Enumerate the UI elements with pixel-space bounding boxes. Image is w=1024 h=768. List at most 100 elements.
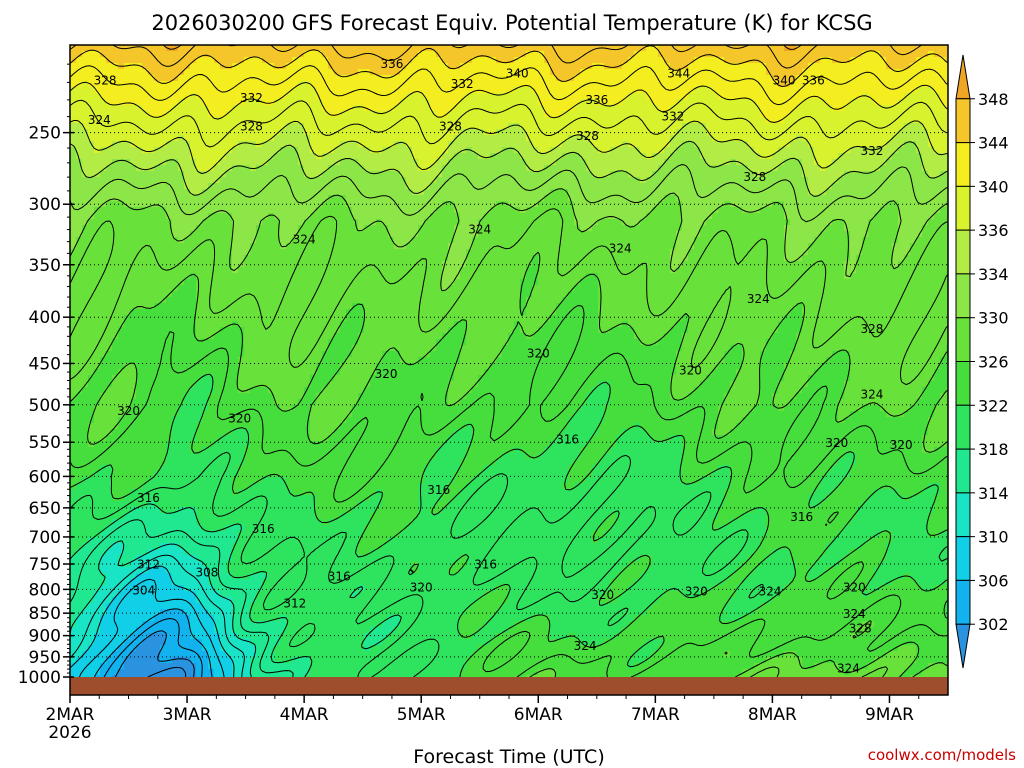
color-cell	[790, 99, 797, 106]
color-cell	[346, 69, 353, 76]
color-cell	[322, 81, 329, 88]
color-cell	[442, 177, 449, 184]
color-cell	[100, 243, 107, 250]
color-cell	[100, 219, 107, 226]
color-cell	[574, 165, 581, 172]
color-cell	[424, 111, 431, 118]
color-cell	[316, 87, 323, 94]
color-cell	[430, 147, 437, 154]
color-cell	[682, 213, 689, 220]
color-cell	[874, 87, 881, 94]
color-cell	[544, 183, 551, 190]
color-cell	[106, 165, 113, 172]
color-cell	[292, 177, 299, 184]
color-cell	[124, 135, 131, 142]
color-cell	[622, 207, 629, 214]
color-cell	[244, 135, 251, 142]
color-cell	[322, 153, 329, 160]
chart-title: 2026030200 GFS Forecast Equiv. Potential…	[151, 11, 872, 35]
color-cell	[892, 129, 899, 136]
color-cell	[928, 147, 935, 154]
color-cell	[214, 57, 221, 64]
color-cell	[334, 207, 341, 214]
color-cell	[538, 111, 545, 118]
color-cell	[244, 237, 251, 244]
color-cell	[376, 177, 383, 184]
color-cell	[610, 195, 617, 202]
color-cell	[442, 225, 449, 232]
color-cell	[322, 69, 329, 76]
color-cell	[442, 159, 449, 166]
color-cell	[418, 87, 425, 94]
color-cell	[388, 105, 395, 112]
color-cell	[298, 159, 305, 166]
color-cell	[346, 129, 353, 136]
color-cell	[604, 129, 611, 136]
color-cell	[820, 195, 827, 202]
color-cell	[796, 243, 803, 250]
color-cell	[712, 141, 719, 148]
color-cell	[574, 105, 581, 112]
color-cell	[922, 99, 929, 106]
color-cell	[106, 105, 113, 112]
color-cell	[562, 219, 569, 226]
color-cell	[574, 75, 581, 82]
color-cell	[748, 51, 755, 58]
color-cell	[88, 117, 95, 124]
color-cell	[760, 201, 767, 208]
color-cell	[490, 195, 497, 202]
color-cell	[106, 141, 113, 148]
color-cell	[406, 87, 413, 94]
color-cell	[220, 165, 227, 172]
color-cell	[466, 243, 473, 250]
color-cell	[400, 57, 407, 64]
color-cell	[250, 153, 257, 160]
color-cell	[514, 201, 521, 208]
color-cell	[760, 195, 767, 202]
color-cell	[670, 195, 677, 202]
color-cell	[472, 63, 479, 70]
color-cell	[484, 99, 491, 106]
color-cell	[82, 135, 89, 142]
color-cell	[292, 165, 299, 172]
color-cell	[358, 57, 365, 64]
color-cell	[478, 93, 485, 100]
color-cell	[934, 75, 941, 82]
color-cell	[628, 237, 635, 244]
color-cell	[154, 69, 161, 76]
color-cell	[244, 57, 251, 64]
color-cell	[454, 159, 461, 166]
color-cell	[430, 129, 437, 136]
color-cell	[202, 243, 209, 250]
color-cell	[634, 69, 641, 76]
color-cell	[718, 135, 725, 142]
color-cell	[712, 81, 719, 88]
color-cell	[670, 129, 677, 136]
color-cell	[562, 105, 569, 112]
color-cell	[664, 135, 671, 142]
color-cell	[202, 153, 209, 160]
color-cell	[922, 207, 929, 214]
color-cell	[322, 225, 329, 232]
color-cell	[784, 147, 791, 154]
color-cell	[166, 201, 173, 208]
color-cell	[916, 153, 923, 160]
color-cell	[142, 165, 149, 172]
color-cell	[616, 225, 623, 232]
color-cell	[76, 159, 83, 166]
color-cell	[694, 153, 701, 160]
color-cell	[874, 201, 881, 208]
color-cell	[724, 231, 731, 238]
color-cell	[430, 141, 437, 148]
color-cell	[796, 237, 803, 244]
color-cell	[484, 87, 491, 94]
color-cell	[340, 147, 347, 154]
color-cell	[196, 219, 203, 226]
color-cell	[292, 135, 299, 142]
color-cell	[370, 153, 377, 160]
color-cell	[412, 81, 419, 88]
color-cell	[406, 165, 413, 172]
color-cell	[802, 141, 809, 148]
color-cell	[454, 225, 461, 232]
color-cell	[76, 201, 83, 208]
